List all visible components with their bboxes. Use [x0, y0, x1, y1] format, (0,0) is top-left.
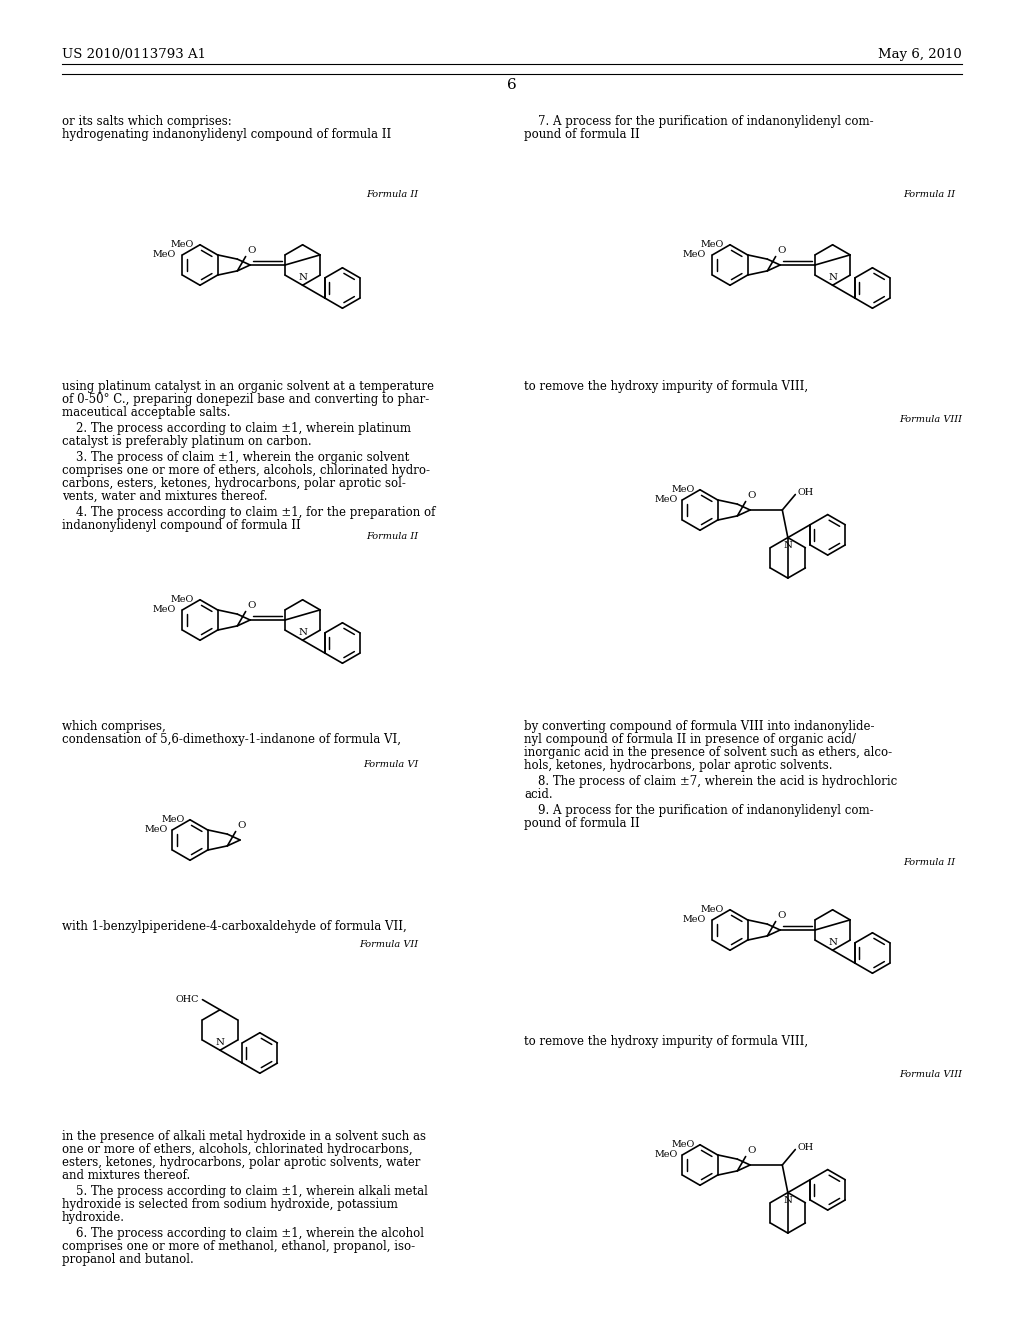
Text: by converting compound of formula VIII into indanonylide-: by converting compound of formula VIII i…	[524, 719, 874, 733]
Text: O: O	[777, 246, 786, 255]
Text: OHC: OHC	[176, 995, 200, 1005]
Text: N: N	[298, 628, 307, 638]
Text: comprises one or more of methanol, ethanol, propanol, iso-: comprises one or more of methanol, ethan…	[62, 1239, 415, 1253]
Text: US 2010/0113793 A1: US 2010/0113793 A1	[62, 48, 206, 61]
Text: 3. The process of claim ±1, wherein the organic solvent: 3. The process of claim ±1, wherein the …	[76, 451, 410, 465]
Text: pound of formula II: pound of formula II	[524, 128, 640, 141]
Text: MeO: MeO	[683, 915, 706, 924]
Text: MeO: MeO	[700, 240, 723, 249]
Text: maceutical acceptable salts.: maceutical acceptable salts.	[62, 407, 230, 418]
Text: MeO: MeO	[144, 825, 168, 834]
Text: 6. The process according to claim ±1, wherein the alcohol: 6. The process according to claim ±1, wh…	[76, 1228, 424, 1239]
Text: O: O	[777, 911, 786, 920]
Text: nyl compound of formula II in presence of organic acid/: nyl compound of formula II in presence o…	[524, 733, 856, 746]
Text: hols, ketones, hydrocarbons, polar aprotic solvents.: hols, ketones, hydrocarbons, polar aprot…	[524, 759, 833, 772]
Text: Formula VII: Formula VII	[358, 940, 418, 949]
Text: O: O	[748, 491, 756, 499]
Text: propanol and butanol.: propanol and butanol.	[62, 1253, 194, 1266]
Text: hydroxide.: hydroxide.	[62, 1210, 125, 1224]
Text: Formula VI: Formula VI	[362, 760, 418, 770]
Text: 4. The process according to claim ±1, for the preparation of: 4. The process according to claim ±1, fo…	[76, 506, 435, 519]
Text: May 6, 2010: May 6, 2010	[879, 48, 962, 61]
Text: hydroxide is selected from sodium hydroxide, potassium: hydroxide is selected from sodium hydrox…	[62, 1199, 398, 1210]
Text: in the presence of alkali metal hydroxide in a solvent such as: in the presence of alkali metal hydroxid…	[62, 1130, 426, 1143]
Text: which comprises,: which comprises,	[62, 719, 166, 733]
Text: one or more of ethers, alcohols, chlorinated hydrocarbons,: one or more of ethers, alcohols, chlorin…	[62, 1143, 413, 1156]
Text: MeO: MeO	[683, 251, 706, 260]
Text: MeO: MeO	[170, 240, 194, 249]
Text: N: N	[215, 1039, 224, 1047]
Text: 6: 6	[507, 78, 517, 92]
Text: acid.: acid.	[524, 788, 553, 801]
Text: MeO: MeO	[153, 606, 176, 614]
Text: O: O	[248, 246, 256, 255]
Text: 8. The process of claim ±7, wherein the acid is hydrochloric: 8. The process of claim ±7, wherein the …	[538, 775, 897, 788]
Text: MeO: MeO	[170, 595, 194, 605]
Text: O: O	[748, 1146, 756, 1155]
Text: MeO: MeO	[672, 486, 695, 494]
Text: pound of formula II: pound of formula II	[524, 817, 640, 830]
Text: 9. A process for the purification of indanonylidenyl com-: 9. A process for the purification of ind…	[538, 804, 873, 817]
Text: or its salts which comprises:: or its salts which comprises:	[62, 115, 231, 128]
Text: N: N	[828, 273, 837, 282]
Text: using platinum catalyst in an organic solvent at a temperature: using platinum catalyst in an organic so…	[62, 380, 434, 393]
Text: MeO: MeO	[700, 906, 723, 915]
Text: and mixtures thereof.: and mixtures thereof.	[62, 1170, 190, 1181]
Text: 7. A process for the purification of indanonylidenyl com-: 7. A process for the purification of ind…	[538, 115, 873, 128]
Text: catalyst is preferably platinum on carbon.: catalyst is preferably platinum on carbo…	[62, 436, 311, 447]
Text: inorganic acid in the presence of solvent such as ethers, alco-: inorganic acid in the presence of solven…	[524, 746, 892, 759]
Text: O: O	[238, 821, 246, 829]
Text: N: N	[783, 541, 793, 549]
Text: condensation of 5,6-dimethoxy-1-indanone of formula VI,: condensation of 5,6-dimethoxy-1-indanone…	[62, 733, 401, 746]
Text: OH: OH	[798, 488, 813, 498]
Text: MeO: MeO	[162, 816, 185, 824]
Text: Formula II: Formula II	[366, 532, 418, 541]
Text: esters, ketones, hydrocarbons, polar aprotic solvents, water: esters, ketones, hydrocarbons, polar apr…	[62, 1156, 421, 1170]
Text: Formula II: Formula II	[903, 190, 955, 199]
Text: MeO: MeO	[654, 1151, 678, 1159]
Text: to remove the hydroxy impurity of formula VIII,: to remove the hydroxy impurity of formul…	[524, 380, 808, 393]
Text: MeO: MeO	[153, 251, 176, 260]
Text: Formula II: Formula II	[903, 858, 955, 867]
Text: carbons, esters, ketones, hydrocarbons, polar aprotic sol-: carbons, esters, ketones, hydrocarbons, …	[62, 477, 406, 490]
Text: N: N	[828, 939, 837, 948]
Text: N: N	[783, 1196, 793, 1205]
Text: 5. The process according to claim ±1, wherein alkali metal: 5. The process according to claim ±1, wh…	[76, 1185, 428, 1199]
Text: hydrogenating indanonylidenyl compound of formula II: hydrogenating indanonylidenyl compound o…	[62, 128, 391, 141]
Text: indanonylidenyl compound of formula II: indanonylidenyl compound of formula II	[62, 519, 301, 532]
Text: with 1-benzylpiperidene-4-carboxaldehyde of formula VII,: with 1-benzylpiperidene-4-carboxaldehyde…	[62, 920, 407, 933]
Text: 2. The process according to claim ±1, wherein platinum: 2. The process according to claim ±1, wh…	[76, 422, 411, 436]
Text: MeO: MeO	[672, 1140, 695, 1150]
Text: Formula II: Formula II	[366, 190, 418, 199]
Text: vents, water and mixtures thereof.: vents, water and mixtures thereof.	[62, 490, 267, 503]
Text: of 0-50° C., preparing donepezil base and converting to phar-: of 0-50° C., preparing donepezil base an…	[62, 393, 429, 407]
Text: to remove the hydroxy impurity of formula VIII,: to remove the hydroxy impurity of formul…	[524, 1035, 808, 1048]
Text: Formula VIII: Formula VIII	[899, 414, 962, 424]
Text: N: N	[298, 273, 307, 282]
Text: MeO: MeO	[654, 495, 678, 504]
Text: O: O	[248, 601, 256, 610]
Text: comprises one or more of ethers, alcohols, chlorinated hydro-: comprises one or more of ethers, alcohol…	[62, 465, 430, 477]
Text: OH: OH	[798, 1143, 813, 1152]
Text: Formula VIII: Formula VIII	[899, 1071, 962, 1078]
